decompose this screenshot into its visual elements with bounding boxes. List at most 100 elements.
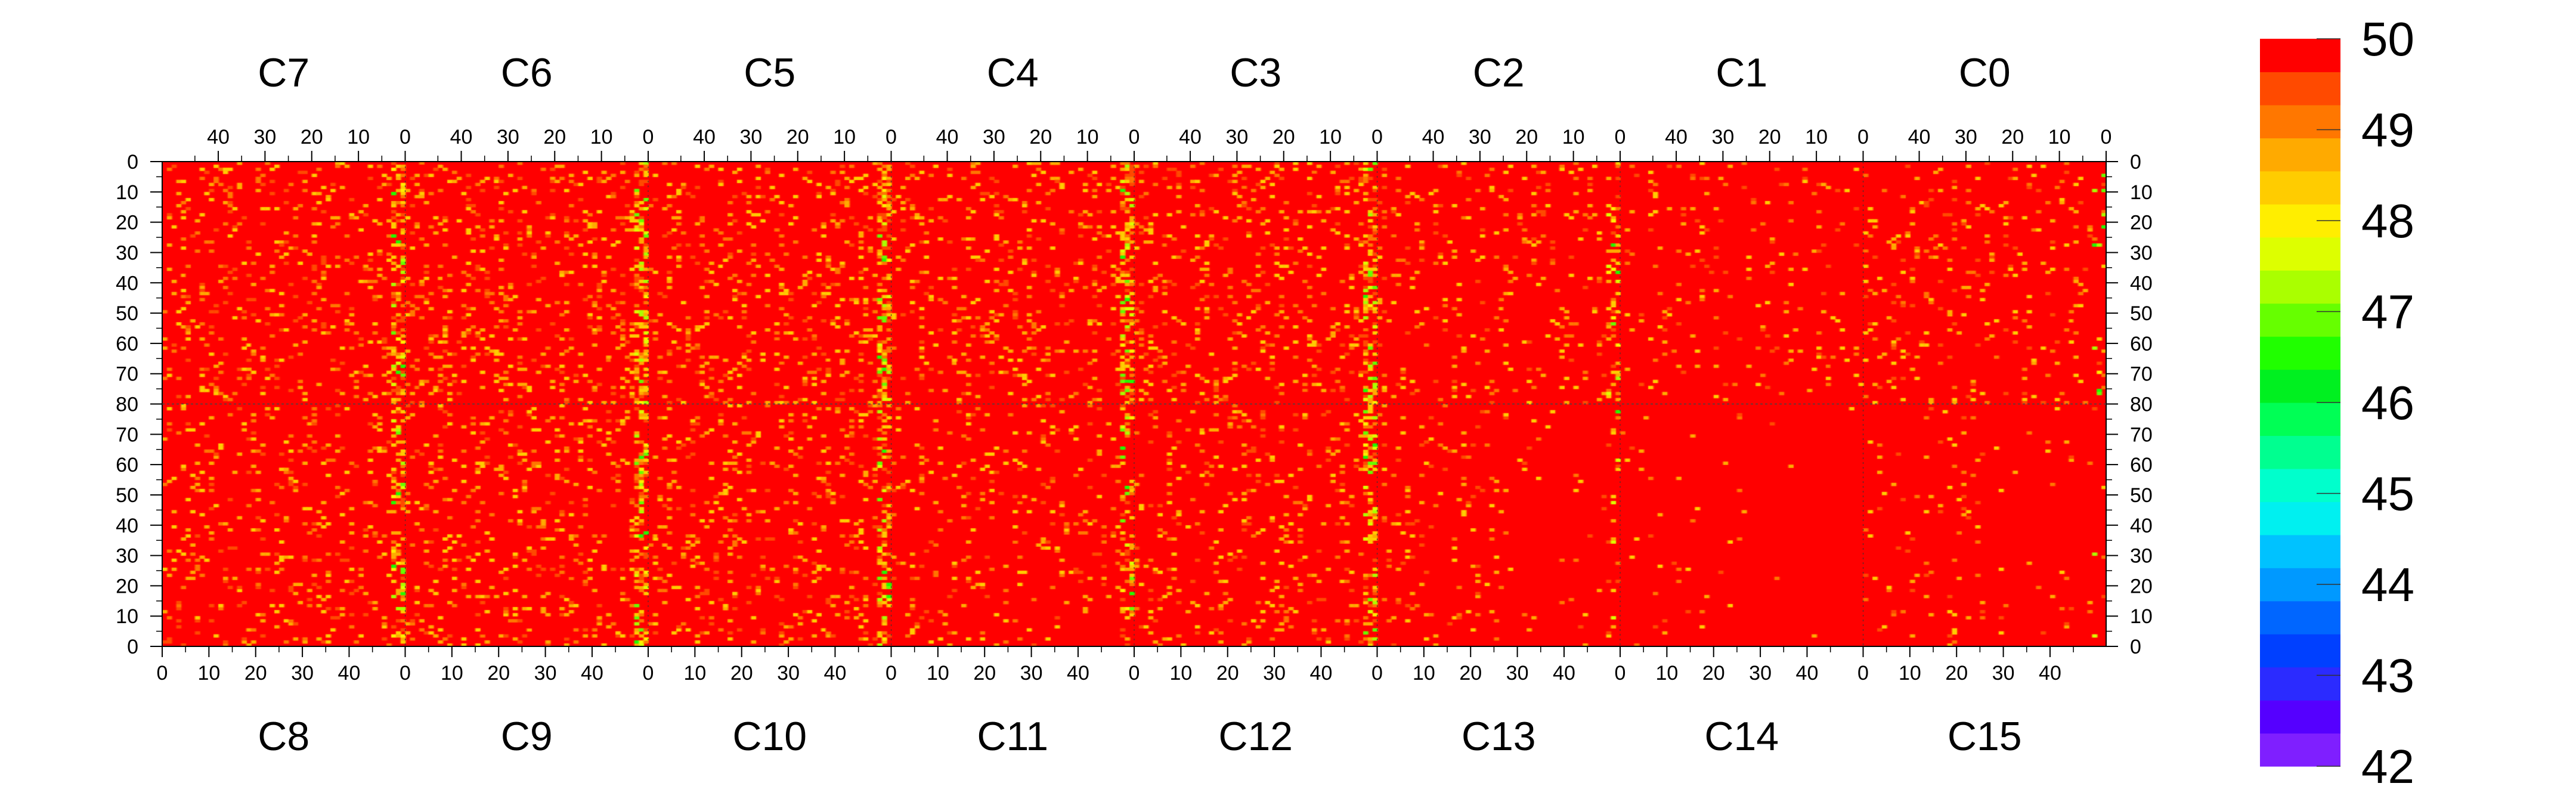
top-x-tick-label: 40 — [693, 126, 716, 148]
bottom-x-tick-label: 10 — [1655, 662, 1678, 685]
bottom-x-tick-label: 10 — [1169, 662, 1192, 685]
colorbar-segment — [2260, 237, 2340, 271]
colorbar-segment — [2260, 468, 2340, 502]
bottom-x-tick-label: 0 — [1371, 662, 1383, 685]
top-chip-label: C3 — [1230, 50, 1281, 95]
right-y-tick-label: 40 — [2130, 272, 2153, 295]
left-y-tick-label: 10 — [116, 605, 138, 628]
left-y-tick-label: 40 — [116, 272, 138, 295]
bottom-x-tick-label: 40 — [1553, 662, 1575, 685]
bottom-x-tick-label: 40 — [1310, 662, 1333, 685]
bottom-chip-label: C8 — [258, 714, 309, 759]
left-y-tick-label: 60 — [116, 333, 138, 355]
bottom-x-tick-label: 10 — [1413, 662, 1435, 685]
colorbar-tick-label: 44 — [2361, 558, 2414, 611]
bottom-x-tick-label: 40 — [1796, 662, 1819, 685]
top-chip-label: C7 — [258, 50, 309, 95]
top-x-tick-label: 30 — [1469, 126, 1491, 148]
top-x-tick-label: 30 — [739, 126, 762, 148]
top-x-tick-label: 20 — [787, 126, 809, 148]
top-x-tick-label: 10 — [1562, 126, 1585, 148]
bottom-x-tick-label: 30 — [777, 662, 800, 685]
top-chip-label: C5 — [744, 50, 795, 95]
top-x-tick-label: 20 — [1758, 126, 1781, 148]
colorbar-segment — [2260, 336, 2340, 370]
top-x-tick-label: 30 — [497, 126, 519, 148]
top-x-tick-label: 20 — [1272, 126, 1295, 148]
top-x-tick-label: 10 — [1076, 126, 1099, 148]
right-y-tick-label: 10 — [2130, 181, 2153, 204]
right-y-tick-label: 30 — [2130, 242, 2153, 264]
bottom-x-tick-label: 10 — [1899, 662, 1921, 685]
top-x-tick-label: 30 — [253, 126, 276, 148]
top-chip-label: C2 — [1473, 50, 1525, 95]
top-x-tick-label: 20 — [1515, 126, 1538, 148]
colorbar-segment — [2260, 369, 2340, 403]
bottom-x-tick-label: 20 — [1702, 662, 1725, 685]
colorbar-tick-label: 46 — [2361, 376, 2414, 429]
top-x-tick-label: 30 — [1955, 126, 1977, 148]
top-x-tick-label: 30 — [1711, 126, 1734, 148]
bottom-chip-label: C15 — [1948, 714, 2022, 759]
top-x-tick-label: 10 — [2048, 126, 2071, 148]
bottom-x-tick-label: 30 — [1749, 662, 1772, 685]
right-y-tick-label: 50 — [2130, 302, 2153, 325]
top-x-tick-label: 0 — [886, 126, 897, 148]
top-x-tick-label: 0 — [1129, 126, 1140, 148]
bottom-x-tick-label: 20 — [487, 662, 510, 685]
top-chip-label: C0 — [1959, 50, 2011, 95]
left-y-tick-label: 40 — [116, 515, 138, 537]
left-y-tick-label: 30 — [116, 242, 138, 264]
bottom-x-tick-label: 40 — [824, 662, 847, 685]
bottom-x-tick-label: 10 — [441, 662, 463, 685]
top-x-tick-label: 0 — [400, 126, 411, 148]
bottom-x-tick-label: 20 — [1216, 662, 1239, 685]
colorbar-segment — [2260, 634, 2340, 668]
top-x-tick-label: 10 — [1805, 126, 1828, 148]
left-y-tick-label: 20 — [116, 212, 138, 234]
bottom-x-tick-label: 20 — [1945, 662, 1968, 685]
colorbar-tick-label: 42 — [2361, 740, 2414, 793]
bottom-x-tick-label: 0 — [1615, 662, 1626, 685]
top-x-tick-label: 0 — [1857, 126, 1869, 148]
bottom-x-tick-label: 30 — [1992, 662, 2015, 685]
bottom-chip-label: C10 — [732, 714, 807, 759]
top-x-tick-label: 40 — [207, 126, 230, 148]
top-x-tick-label: 0 — [1615, 126, 1626, 148]
bottom-chip-label: C14 — [1704, 714, 1779, 759]
right-y-tick-label: 70 — [2130, 423, 2153, 446]
bottom-x-tick-label: 0 — [157, 662, 168, 685]
colorbar-segment — [2260, 700, 2340, 734]
colorbar-tick-label: 47 — [2361, 286, 2414, 339]
bottom-x-tick-label: 20 — [1459, 662, 1482, 685]
bottom-x-tick-label: 0 — [1129, 662, 1140, 685]
right-y-tick-label: 60 — [2130, 333, 2153, 355]
left-y-tick-label: 0 — [127, 636, 138, 658]
bottom-x-tick-label: 40 — [2039, 662, 2061, 685]
top-x-tick-label: 20 — [1029, 126, 1052, 148]
left-y-tick-label: 80 — [116, 394, 138, 416]
bottom-x-tick-label: 40 — [338, 662, 361, 685]
top-x-tick-label: 30 — [983, 126, 1005, 148]
right-y-tick-label: 70 — [2130, 363, 2153, 386]
right-y-tick-label: 30 — [2130, 545, 2153, 568]
top-x-tick-label: 40 — [1665, 126, 1688, 148]
top-x-tick-label: 10 — [1319, 126, 1342, 148]
right-y-tick-label: 10 — [2130, 605, 2153, 628]
bottom-x-tick-label: 30 — [1506, 662, 1529, 685]
colorbar-segment — [2260, 138, 2340, 172]
colorbar-tick-label: 50 — [2361, 13, 2414, 66]
bottom-x-tick-label: 0 — [886, 662, 897, 685]
top-chip-label: C6 — [501, 50, 553, 95]
bottom-chip-label: C11 — [977, 714, 1048, 759]
colorbar-segment — [2260, 39, 2340, 73]
top-x-tick-label: 10 — [347, 126, 370, 148]
top-x-tick-label: 30 — [1225, 126, 1248, 148]
bottom-x-tick-label: 20 — [973, 662, 996, 685]
heatmap-plot-area — [162, 162, 2106, 646]
top-x-tick-label: 0 — [643, 126, 654, 148]
top-x-tick-label: 0 — [1371, 126, 1383, 148]
top-x-tick-label: 40 — [1422, 126, 1445, 148]
bottom-chip-label: C9 — [501, 714, 553, 759]
